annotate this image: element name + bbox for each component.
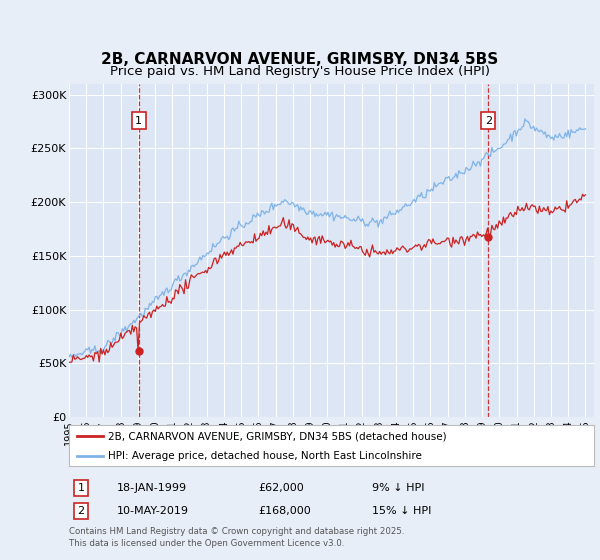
Text: Contains HM Land Registry data © Crown copyright and database right 2025.
This d: Contains HM Land Registry data © Crown c… bbox=[69, 527, 404, 548]
Text: 9% ↓ HPI: 9% ↓ HPI bbox=[372, 483, 425, 493]
Text: HPI: Average price, detached house, North East Lincolnshire: HPI: Average price, detached house, Nort… bbox=[109, 451, 422, 461]
Text: 2: 2 bbox=[77, 506, 85, 516]
Text: Price paid vs. HM Land Registry's House Price Index (HPI): Price paid vs. HM Land Registry's House … bbox=[110, 65, 490, 78]
Text: 2: 2 bbox=[485, 115, 492, 125]
Text: 1: 1 bbox=[77, 483, 85, 493]
Text: 15% ↓ HPI: 15% ↓ HPI bbox=[372, 506, 431, 516]
Text: 18-JAN-1999: 18-JAN-1999 bbox=[117, 483, 187, 493]
Text: £168,000: £168,000 bbox=[258, 506, 311, 516]
Text: 2B, CARNARVON AVENUE, GRIMSBY, DN34 5BS: 2B, CARNARVON AVENUE, GRIMSBY, DN34 5BS bbox=[101, 53, 499, 67]
Text: 10-MAY-2019: 10-MAY-2019 bbox=[117, 506, 189, 516]
Text: 2B, CARNARVON AVENUE, GRIMSBY, DN34 5BS (detached house): 2B, CARNARVON AVENUE, GRIMSBY, DN34 5BS … bbox=[109, 432, 447, 441]
Text: £62,000: £62,000 bbox=[258, 483, 304, 493]
Text: 1: 1 bbox=[135, 115, 142, 125]
